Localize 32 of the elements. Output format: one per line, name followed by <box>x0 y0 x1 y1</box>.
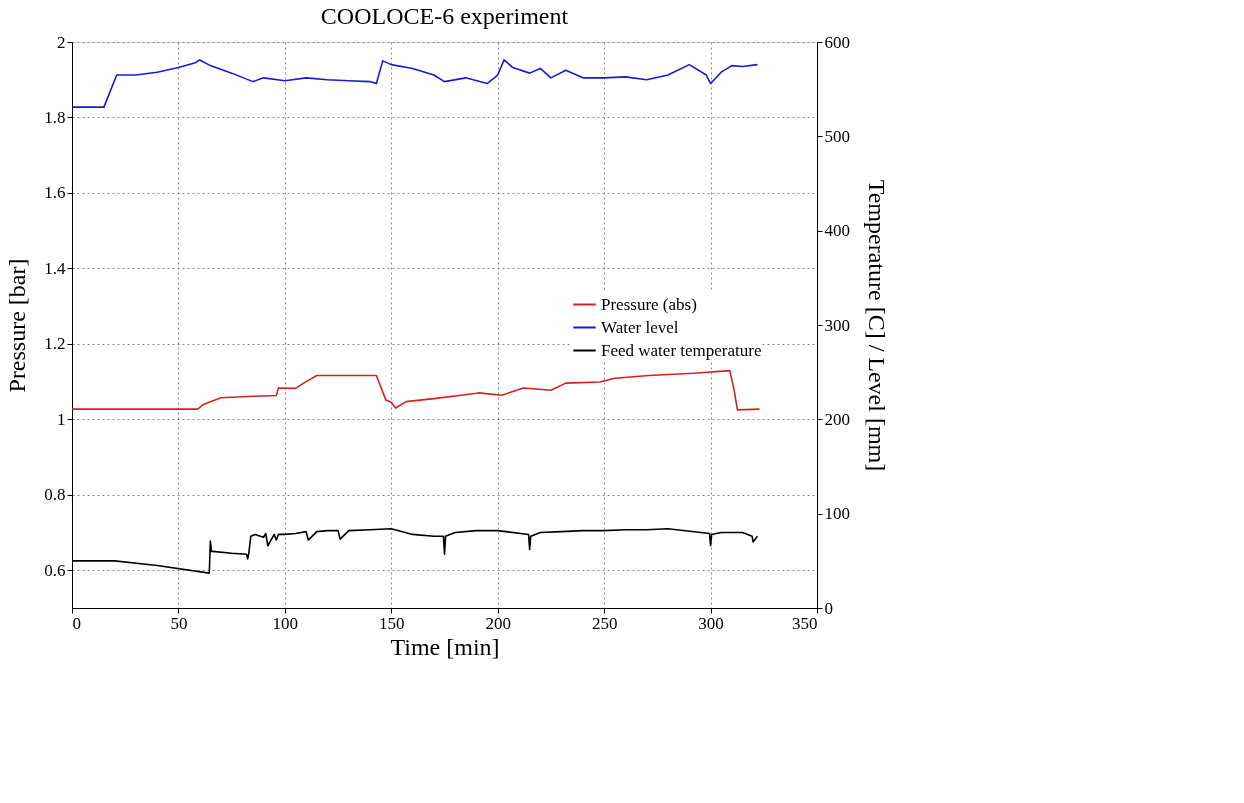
x-tick-label: 350 <box>792 613 818 633</box>
y2-tick-label: 600 <box>824 32 850 52</box>
x-tick-label: 150 <box>379 613 405 633</box>
y2-tick-label: 200 <box>824 409 850 429</box>
legend-label: Feed water temperature <box>601 340 762 360</box>
y2-tick-label: 300 <box>824 315 850 335</box>
y2-tick-label: 400 <box>824 221 850 241</box>
x-axis-title: Time [min] <box>390 633 500 660</box>
y-tick-label: 1.6 <box>44 183 66 203</box>
y2-tick-label: 0 <box>824 598 833 618</box>
y-tick-label: 0.6 <box>44 560 66 580</box>
x-tick-label: 100 <box>272 613 299 633</box>
line-series <box>72 369 761 411</box>
y2-tick-label: 100 <box>824 504 850 524</box>
y-tick-label: 1.2 <box>44 334 66 354</box>
legend-label: Pressure (abs) <box>601 294 697 314</box>
x-tick-label: 0 <box>72 613 81 633</box>
y-tick-label: 1.8 <box>44 107 66 127</box>
y2-tick-label: 500 <box>824 126 850 146</box>
chart-title: COOLOCE-6 experiment <box>320 3 569 29</box>
y-tick-label: 1 <box>57 409 66 429</box>
x-tick-label: 250 <box>591 613 618 633</box>
y-tick-label: 1.4 <box>44 258 66 278</box>
x-tick-label: 50 <box>170 613 188 633</box>
y-axis-title: Pressure [bar] <box>4 258 31 393</box>
y2-axis-title: Temperature [C] / Level [mm] <box>864 179 890 472</box>
y-tick-label: 0.8 <box>44 485 66 505</box>
x-tick-label: 200 <box>485 613 511 633</box>
x-tick-label: 300 <box>698 613 724 633</box>
legend-label: Water level <box>601 317 679 337</box>
line-series <box>72 59 759 108</box>
y-tick-label: 2 <box>57 32 66 52</box>
